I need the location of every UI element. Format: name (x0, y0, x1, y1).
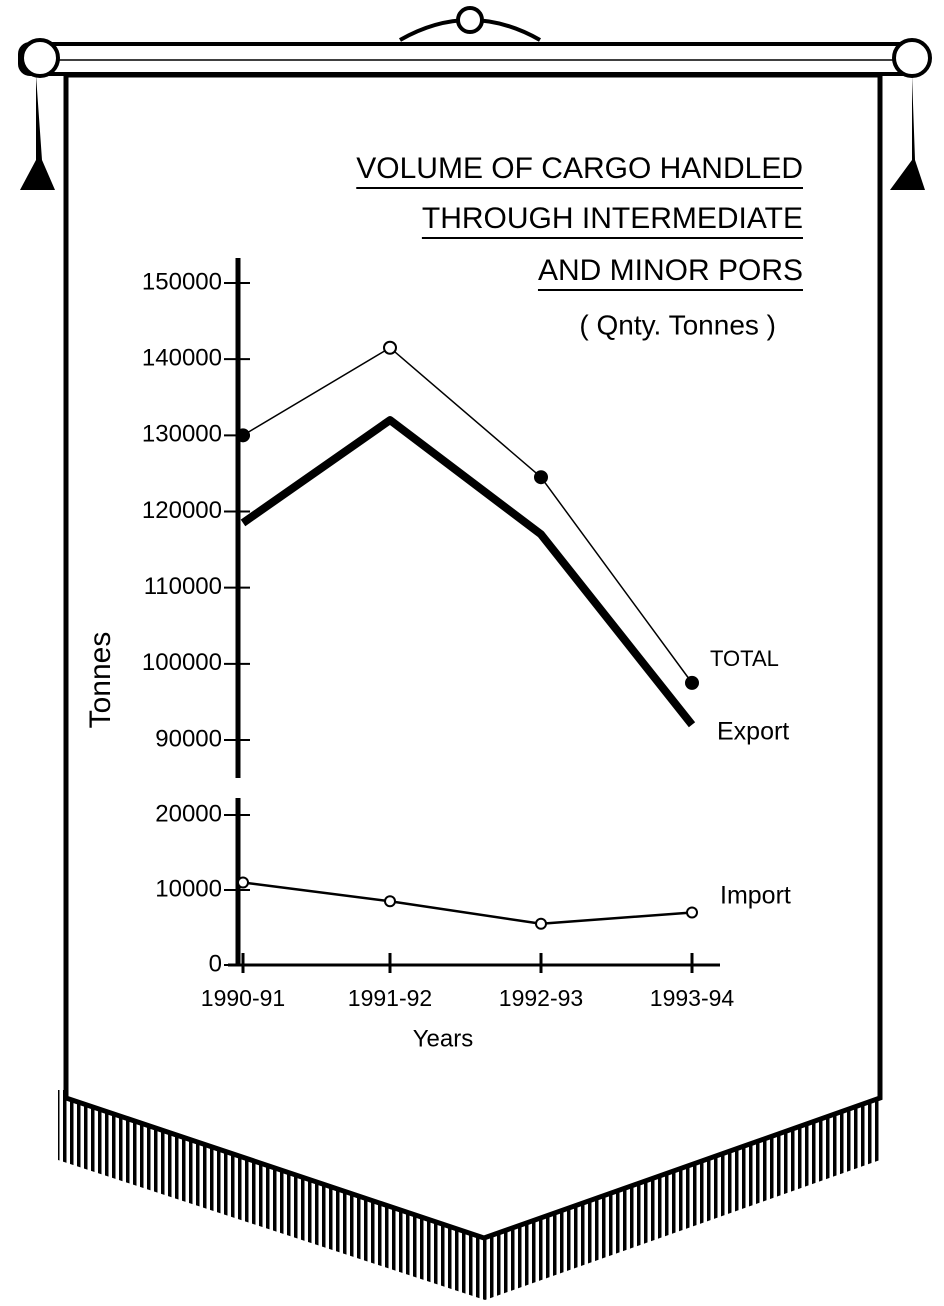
banner-rod (18, 42, 927, 76)
x-tick-label: 1990-91 (201, 985, 285, 1011)
series-label: Import (720, 882, 791, 910)
x-tick-label: 1993-94 (650, 985, 735, 1011)
y-tick-label: 150000 (142, 268, 222, 295)
data-point (685, 675, 699, 690)
chart-title: VOLUME OF CARGO HANDLED (356, 152, 803, 185)
rod-end (20, 38, 60, 78)
tassel (20, 75, 55, 190)
y-tick-label: 0 (209, 950, 222, 977)
data-point (383, 340, 397, 355)
data-point (384, 895, 396, 908)
y-axis-label: Tonnes (84, 632, 117, 729)
chart-title: AND MINOR PORS (538, 254, 803, 287)
y-tick-label: 130000 (142, 421, 222, 448)
chart-subtitle: ( Qnty. Tonnes ) (579, 309, 776, 340)
data-point (535, 917, 547, 930)
data-point (534, 470, 548, 485)
series-line (242, 346, 693, 684)
y-tick-label: 120000 (142, 497, 222, 524)
y-tick-label: 110000 (144, 573, 222, 600)
y-tick-label: 100000 (142, 649, 222, 676)
y-tick-label: 90000 (155, 725, 222, 752)
banner (18, 6, 932, 1300)
series-line (242, 881, 693, 925)
y-tick-label: 140000 (142, 345, 222, 372)
tassel (890, 75, 925, 190)
series-label: TOTAL (710, 646, 779, 671)
series-label: Export (717, 718, 789, 746)
x-tick-label: 1992-93 (499, 985, 583, 1011)
chart-title: THROUGH INTERMEDIATE (422, 202, 803, 235)
data-point (237, 876, 249, 889)
x-axis-label: Years (413, 1025, 474, 1052)
x-tick-label: 1991-92 (348, 985, 432, 1011)
rod-end (892, 38, 932, 78)
y-tick-label: 20000 (155, 800, 222, 827)
data-point (236, 428, 250, 443)
y-tick-label: 10000 (155, 875, 222, 902)
data-point (686, 906, 698, 919)
knot (456, 6, 484, 34)
series-line (240, 416, 696, 728)
